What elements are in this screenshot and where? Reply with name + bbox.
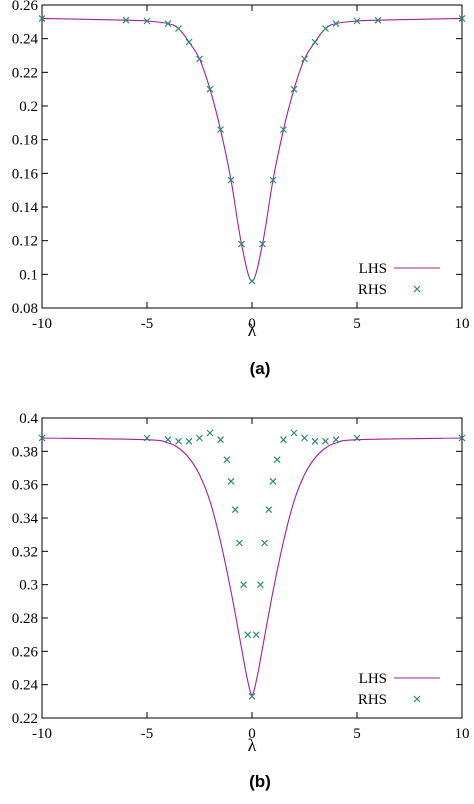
y-tick-label: 0.08 [12, 301, 38, 317]
legend-label-lhs: LHS [359, 261, 387, 277]
x-tick-label: 5 [353, 726, 361, 742]
y-tick-label: 0.24 [12, 678, 39, 694]
data-point-rhs [185, 437, 193, 445]
series-line-lhs [41, 17, 463, 282]
data-point-rhs [143, 434, 151, 442]
y-tick-label: 0.38 [12, 444, 38, 460]
y-tick-label: 0.22 [12, 711, 38, 727]
data-point-rhs [223, 456, 231, 464]
data-point-rhs [290, 429, 298, 437]
data-point-rhs [256, 581, 264, 589]
y-tick-label: 0.2 [19, 99, 38, 115]
y-tick-label: 0.34 [12, 511, 39, 527]
y-tick-label: 0.32 [12, 544, 38, 560]
data-point-rhs [143, 17, 151, 25]
y-tick-label: 0.22 [12, 65, 38, 81]
y-tick-label: 0.1 [19, 267, 38, 283]
data-point-rhs [122, 16, 130, 24]
plot-frame [41, 4, 463, 309]
data-point-rhs [259, 240, 266, 248]
x-tick-label: -10 [32, 316, 52, 332]
data-point-rhs [240, 581, 248, 589]
y-tick-label: 0.24 [12, 32, 39, 48]
data-point-rhs [164, 20, 172, 27]
y-tick-label: 0.28 [12, 611, 38, 627]
data-point-rhs [235, 539, 243, 547]
data-point-rhs [185, 38, 193, 46]
data-point-rhs [311, 437, 319, 445]
data-point-rhs [227, 477, 235, 485]
data-point-rhs [175, 437, 182, 445]
data-point-rhs [238, 240, 245, 248]
data-point-rhs [273, 456, 281, 464]
legend-label-rhs: RHS [358, 692, 387, 708]
data-point-rhs [280, 126, 287, 133]
data-point-rhs [301, 55, 308, 63]
data-point-rhs [38, 434, 46, 442]
y-tick-label: 0.14 [12, 200, 39, 216]
data-point-rhs [248, 277, 256, 285]
data-point-rhs [217, 436, 224, 444]
data-point-rhs [244, 631, 252, 639]
x-tick-label: -5 [141, 316, 154, 332]
data-point-rhs [269, 477, 277, 485]
panel-label: (b) [249, 772, 271, 791]
chart-panel-b: 0.22 0.24 0.26 0.28 0.3 0.32 0.34 0.36 0.38 0.4 -1… [12, 411, 470, 791]
data-point-rhs [301, 434, 308, 442]
legend-swatch-rhs [413, 695, 421, 703]
x-axis-label: λ [248, 735, 257, 755]
y-tick-label: 0.4 [19, 411, 38, 427]
legend-label-lhs: LHS [359, 671, 387, 687]
chart-panel-a: 0.08 0.1 0.12 0.14 0.16 0.18 0.2 0.22 0.24 0.26 -1… [12, 0, 470, 378]
data-point-rhs [175, 25, 182, 32]
x-tick-label: -5 [141, 726, 154, 742]
data-point-rhs [265, 506, 273, 514]
x-tick-label: 10 [455, 726, 470, 742]
x-tick-label: 0 [248, 316, 256, 332]
data-point-rhs [322, 437, 329, 445]
data-point-rhs [196, 434, 203, 442]
data-point-rhs [196, 55, 203, 63]
data-point-rhs [290, 85, 298, 93]
x-tick-label: -10 [32, 726, 52, 742]
y-tick-label: 0.26 [12, 644, 39, 660]
data-point-rhs [252, 631, 260, 639]
y-tick-label: 0.3 [19, 578, 38, 594]
data-point-rhs [261, 539, 269, 547]
x-axis-label: λ [248, 320, 257, 340]
data-point-rhs [322, 25, 329, 32]
data-point-rhs [206, 85, 214, 93]
y-tick-label: 0.36 [12, 478, 39, 494]
data-point-rhs [280, 436, 287, 444]
x-tick-label: 5 [353, 316, 361, 332]
legend-swatch-rhs [413, 285, 421, 293]
data-point-rhs [227, 176, 235, 184]
data-point-rhs [332, 20, 340, 27]
x-tick-label: 10 [455, 316, 470, 332]
y-tick-label: 0.12 [12, 234, 38, 250]
data-point-rhs [38, 15, 46, 22]
y-tick-label: 0.16 [12, 166, 39, 182]
series-line-lhs [41, 437, 463, 696]
data-point-rhs [269, 176, 277, 184]
data-point-rhs [353, 17, 361, 25]
data-point-rhs [311, 38, 319, 46]
data-point-rhs [332, 436, 340, 444]
data-point-rhs [458, 434, 466, 442]
data-point-rhs [353, 434, 361, 442]
data-point-rhs [458, 15, 466, 22]
data-point-rhs [164, 436, 172, 444]
data-point-rhs [231, 506, 239, 514]
data-point-rhs [217, 126, 224, 133]
panel-label: (a) [250, 359, 271, 378]
y-tick-label: 0.18 [12, 133, 38, 149]
y-tick-label: 0.26 [12, 0, 39, 14]
data-point-rhs [206, 429, 214, 437]
x-tick-label: 0 [248, 726, 256, 742]
data-point-rhs [374, 16, 382, 24]
plot-frame [41, 417, 463, 719]
data-point-rhs [248, 692, 256, 700]
legend-label-rhs: RHS [358, 282, 387, 298]
